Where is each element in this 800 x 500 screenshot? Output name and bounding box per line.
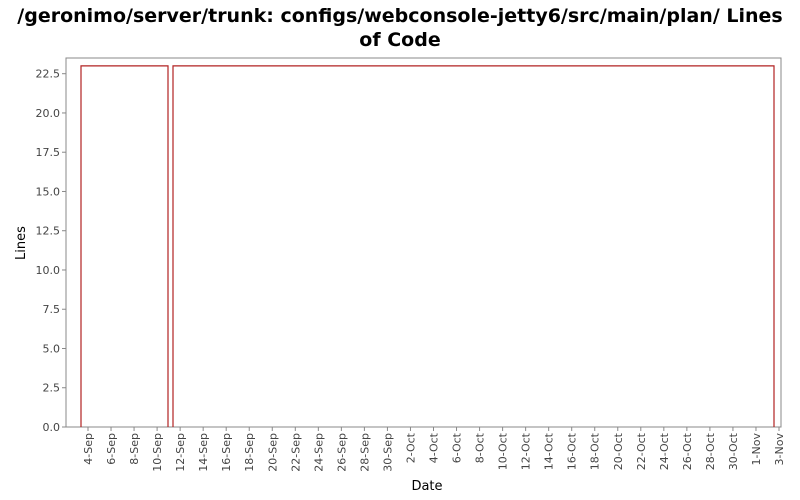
y-axis-label: Lines (14, 226, 29, 260)
y-tick-label: 10.0 (36, 264, 61, 277)
y-axis: 0.0 2.5 5.0 7.5 10.0 12.5 15.0 17.5 20.0 22.5 (36, 68, 66, 434)
x-tick-label: 6-Oct (451, 432, 464, 463)
x-tick-label: 24-Sep (312, 433, 325, 472)
y-tick-label: 0.0 (43, 421, 61, 434)
x-tick-label: 24-Oct (658, 432, 671, 470)
x-tick-label: 16-Sep (220, 433, 233, 472)
x-tick-label: 1-Nov (750, 433, 763, 466)
x-tick-label: 10-Sep (151, 433, 164, 472)
series-segment (172, 65, 775, 427)
y-tick-label: 20.0 (36, 107, 61, 120)
x-tick-label: 22-Oct (635, 432, 648, 470)
x-tick-label: 22-Sep (289, 433, 302, 472)
x-tick-label: 30-Sep (381, 433, 394, 472)
chart-title-line-2: of Code (359, 29, 441, 51)
x-tick-label: 28-Sep (358, 433, 371, 472)
x-tick-label: 12-Sep (174, 433, 187, 472)
x-tick-label: 2-Oct (404, 432, 417, 463)
chart-title: /geronimo/server/trunk: configs/webconso… (0, 4, 800, 52)
x-tick-label: 4-Oct (428, 432, 441, 463)
y-tick-label: 5.0 (43, 342, 61, 355)
x-tick-label: 20-Oct (612, 432, 625, 470)
series-lines-of-code (80, 65, 775, 427)
x-axis-label: Date (411, 479, 442, 494)
x-tick-label: 18-Sep (243, 433, 256, 472)
x-tick-label: 16-Oct (566, 432, 579, 470)
x-tick-label: 18-Oct (589, 432, 602, 470)
x-tick-label: 12-Oct (520, 432, 533, 470)
x-tick-label: 20-Sep (266, 433, 279, 472)
x-tick-label: 4-Sep (82, 433, 95, 465)
chart-title-line-1: /geronimo/server/trunk: configs/webconso… (17, 5, 783, 27)
series-segment (80, 65, 169, 427)
x-tick-label: 28-Oct (704, 432, 717, 470)
y-tick-label: 7.5 (43, 303, 61, 316)
x-tick-label: 26-Sep (335, 433, 348, 472)
x-tick-label: 14-Sep (197, 433, 210, 472)
x-tick-label: 30-Oct (727, 432, 740, 470)
y-tick-label: 17.5 (36, 146, 61, 159)
x-tick-label: 8-Oct (474, 432, 487, 463)
x-tick-label: 8-Sep (128, 433, 141, 465)
y-tick-label: 22.5 (36, 68, 61, 81)
y-tick-label: 15.0 (36, 185, 61, 198)
y-tick-label: 2.5 (43, 382, 61, 395)
x-tick-label: 3-Nov (773, 433, 786, 466)
x-axis: 4-Sep 6-Sep 8-Sep 10-Sep 12-Sep 14-Sep 16-Sep 1… (82, 427, 786, 472)
x-tick-label: 10-Oct (497, 432, 510, 470)
x-tick-label: 14-Oct (543, 432, 556, 470)
y-tick-label: 12.5 (36, 225, 61, 238)
x-tick-label: 26-Oct (681, 432, 694, 470)
x-tick-label: 6-Sep (105, 433, 118, 465)
plot-area (65, 57, 782, 428)
